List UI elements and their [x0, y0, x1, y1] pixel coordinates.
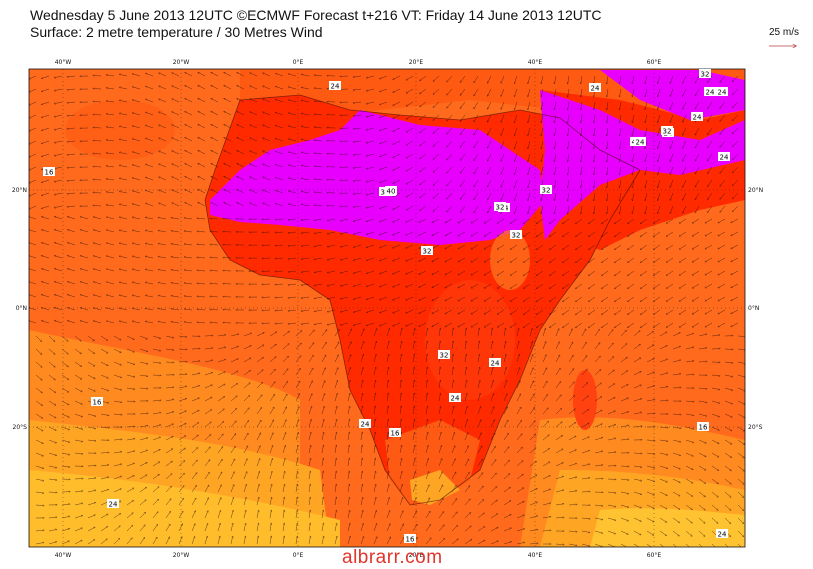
contour-label: 32: [438, 350, 450, 360]
contour-label-text: 16: [93, 399, 102, 407]
contour-label: 24: [329, 81, 341, 91]
contour-label-text: 24: [693, 114, 702, 122]
contour-label: 40: [385, 186, 397, 196]
contour-label-text: 16: [699, 424, 708, 432]
contour-label: 24: [704, 87, 716, 97]
contour-label: 32: [699, 69, 711, 79]
contour-label: 32: [510, 230, 522, 240]
contour-label-text: 24: [109, 501, 118, 509]
lon-tick-top: 20°W: [173, 59, 190, 66]
contour-label-text: 32: [496, 204, 505, 212]
wind-scale-label: 25 m/s: [769, 27, 799, 38]
contour-label-text: 24: [720, 154, 729, 162]
contour-label: 24: [691, 112, 703, 122]
contour-label-text: 32: [423, 248, 432, 256]
contour-label: 24: [449, 393, 461, 403]
contour-label-text: 24: [706, 89, 715, 97]
lon-tick-bottom: 0°E: [293, 552, 304, 559]
contour-label-text: 40: [387, 188, 396, 196]
contour-label-text: 24: [636, 139, 645, 147]
contour-label: 24: [718, 152, 730, 162]
contour-label: 24: [489, 358, 501, 368]
contour-label-text: 32: [440, 352, 449, 360]
contour-label-text: 24: [451, 395, 460, 403]
wind-scale-arrow-icon: [768, 41, 800, 51]
lat-tick-left: 20°S: [13, 424, 28, 431]
contour-label-text: 16: [406, 536, 415, 544]
contour-label-text: 32: [701, 71, 710, 79]
watermark: albrarr.com: [342, 547, 443, 569]
contour-label: 24: [716, 529, 728, 539]
madagascar: [573, 370, 597, 430]
lon-tick-top: 40°W: [55, 59, 72, 66]
lat-tick-right: 0°N: [748, 305, 759, 312]
lon-tick-bottom: 40°E: [528, 552, 543, 559]
contour-label: 24: [107, 499, 119, 509]
contour-label: 16: [43, 167, 55, 177]
contour-label: 32: [540, 185, 552, 195]
lon-tick-top: 20°E: [409, 59, 424, 66]
contour-label-text: 32: [542, 187, 551, 195]
contour-label: 24: [589, 83, 601, 93]
contour-label-text: 32: [512, 232, 521, 240]
contour-label-text: 16: [45, 169, 54, 177]
lon-tick-bottom: 60°E: [647, 552, 662, 559]
contour-label-text: 24: [591, 85, 600, 93]
contour-label: 32: [494, 202, 506, 212]
contour-label-text: 16: [391, 430, 400, 438]
contour-label-text: 32: [663, 128, 672, 136]
lat-tick-right: 20°S: [748, 424, 763, 431]
coolest-band-se: [590, 508, 745, 547]
contour-label-text: 24: [491, 360, 500, 368]
contour-label: 32: [421, 246, 433, 256]
contour-label: 16: [91, 397, 103, 407]
contour-label-text: 24: [718, 89, 727, 97]
contour-label-text: 24: [331, 83, 340, 91]
contour-label: 16: [404, 534, 416, 544]
contour-label: 32: [661, 126, 673, 136]
contour-label: 24: [359, 419, 371, 429]
lat-tick-left: 0°N: [16, 305, 27, 312]
field-subtitle: Surface: 2 metre temperature / 30 Metres…: [30, 24, 323, 40]
lon-tick-bottom: 40°W: [55, 552, 72, 559]
contour-label-text: 24: [718, 531, 727, 539]
lat-tick-right: 20°N: [748, 187, 763, 194]
contour-label: 16: [697, 422, 709, 432]
lon-tick-bottom: 20°W: [173, 552, 190, 559]
lon-tick-top: 0°E: [293, 59, 304, 66]
contour-label: 16: [389, 428, 401, 438]
contour-label: 24: [716, 87, 728, 97]
contour-label: 24: [634, 137, 646, 147]
contour-label-text: 24: [361, 421, 370, 429]
lon-tick-top: 40°E: [528, 59, 543, 66]
lat-tick-left: 20°N: [12, 187, 27, 194]
lon-tick-top: 60°E: [647, 59, 662, 66]
forecast-title: Wednesday 5 June 2013 12UTC ©ECMWF Forec…: [30, 7, 602, 23]
